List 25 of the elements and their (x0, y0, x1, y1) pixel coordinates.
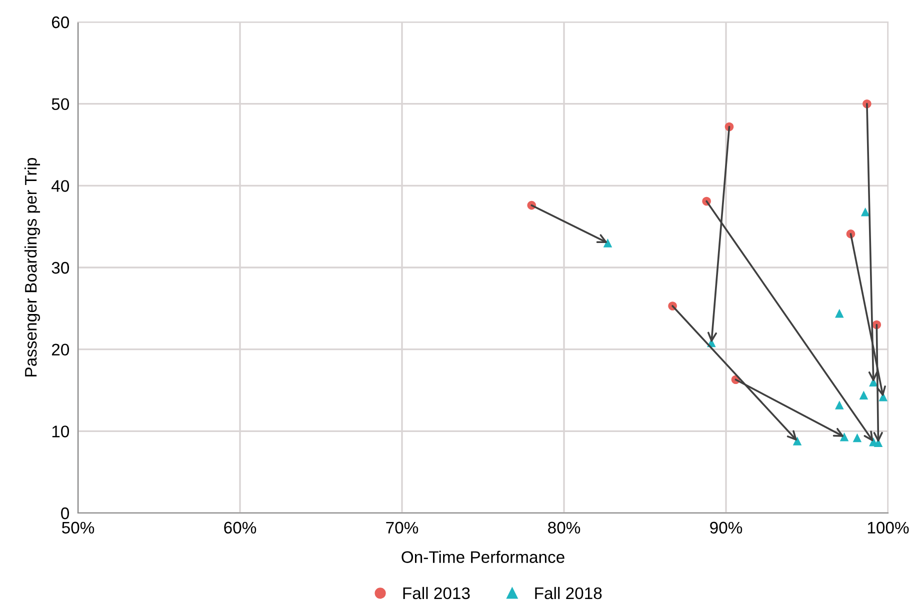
x-tick-label: 70% (386, 522, 418, 534)
x-axis-title: On-Time Performance (402, 550, 564, 563)
y-tick-label: 30 (52, 262, 70, 274)
point (835, 308, 844, 318)
x-tick-label: 60% (224, 522, 256, 534)
x-tick-label: 90% (710, 522, 742, 534)
legend-label: Fall 2018 (535, 586, 602, 600)
y-tick-label: 0 (61, 507, 70, 520)
y-tick-label: 20 (52, 344, 70, 356)
x-tick-label: 50% (62, 522, 94, 534)
point (603, 238, 612, 248)
point (840, 432, 849, 442)
y-tick-label: 60 (52, 16, 70, 28)
x-tick-label: 80% (548, 522, 580, 534)
point (860, 207, 870, 216)
point (859, 390, 868, 400)
point (792, 436, 802, 446)
y-tick-label: 50 (52, 98, 70, 110)
point (852, 433, 862, 442)
legend-label: Fall 2013 (403, 586, 470, 600)
x-tick-label: 100% (868, 522, 909, 534)
y-axis-title: Passenger Boardings per Trip (24, 158, 40, 376)
y-tick-label: 40 (52, 180, 70, 192)
point (835, 400, 844, 410)
y-tick-label: 10 (52, 426, 70, 438)
